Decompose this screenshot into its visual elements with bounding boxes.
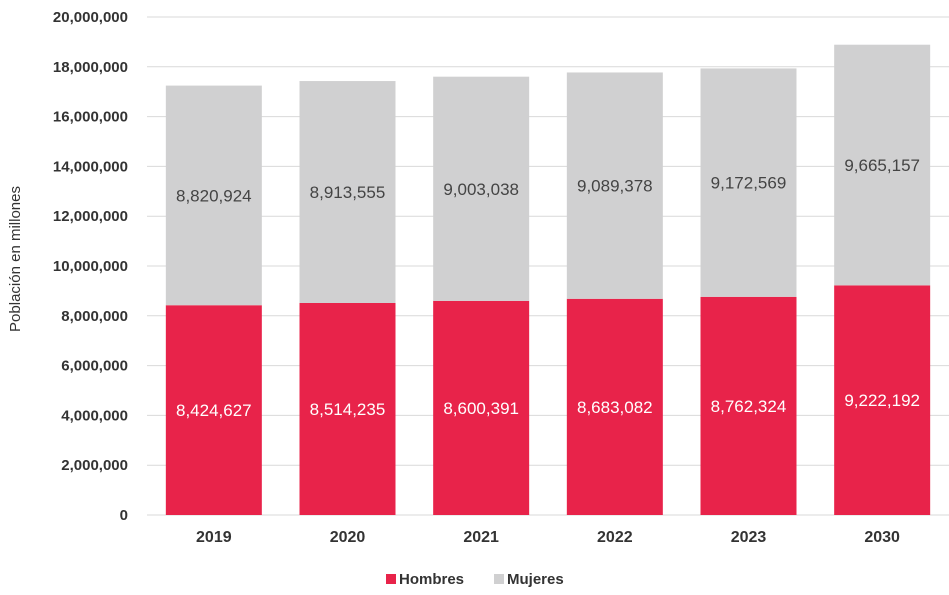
data-label-mujeres-2023: 9,172,569: [711, 174, 787, 193]
x-tick-label: 2023: [731, 529, 767, 546]
y-axis-title: Población en millones: [7, 186, 24, 332]
y-tick-label: 8,000,000: [61, 308, 128, 325]
y-axis-ticks: 0 2,000,000 4,000,000 6,000,000 8,000,000 10,…: [53, 9, 128, 524]
data-label-hombres-2022: 8,683,082: [577, 398, 653, 417]
x-axis-ticks: 2019 2020 2021 2022 2023 2030: [196, 529, 900, 546]
y-tick-label: 14,000,000: [53, 158, 128, 175]
data-label-hombres-2020: 8,514,235: [310, 400, 386, 419]
legend-swatch-hombres: [386, 574, 396, 584]
data-label-hombres-2023: 8,762,324: [711, 397, 787, 416]
y-tick-label: 12,000,000: [53, 208, 128, 225]
bar-mujeres-2022: [566, 72, 663, 299]
data-label-hombres-2019: 8,424,627: [176, 401, 252, 420]
bar-mujeres-2021: [433, 76, 530, 301]
bar-mujeres-2023: [700, 68, 797, 297]
y-tick-label: 4,000,000: [61, 407, 128, 424]
y-tick-label: 16,000,000: [53, 109, 128, 126]
y-tick-label: 6,000,000: [61, 358, 128, 375]
y-tick-label: 2,000,000: [61, 457, 128, 474]
bar-hombres-2019: [165, 305, 262, 515]
bar-hombres-2030: [834, 285, 931, 515]
data-label-mujeres-2030: 9,665,157: [844, 156, 920, 175]
gridlines: [147, 16, 949, 516]
y-tick-label: 20,000,000: [53, 9, 128, 26]
bars: [165, 44, 931, 515]
bar-hombres-2023: [700, 296, 797, 515]
y-tick-label: 18,000,000: [53, 59, 128, 76]
bar-hombres-2021: [433, 300, 530, 515]
bar-mujeres-2030: [834, 44, 931, 286]
data-labels: 8,424,627 8,820,924 8,514,235 8,913,555 8,60…: [176, 156, 920, 420]
bar-hombres-2022: [566, 298, 663, 515]
legend: Hombres Mujeres: [386, 571, 564, 588]
x-tick-label: 2022: [597, 529, 633, 546]
x-tick-label: 2020: [330, 529, 366, 546]
data-label-hombres-2021: 8,600,391: [443, 399, 519, 418]
x-tick-label: 2030: [864, 529, 900, 546]
bar-mujeres-2020: [299, 81, 396, 303]
data-label-mujeres-2021: 9,003,038: [443, 180, 519, 199]
data-label-mujeres-2022: 9,089,378: [577, 177, 653, 196]
data-label-hombres-2030: 9,222,192: [844, 391, 920, 410]
y-tick-label: 0: [120, 507, 128, 524]
x-tick-label: 2019: [196, 529, 232, 546]
bar-hombres-2020: [299, 302, 396, 515]
legend-label-mujeres: Mujeres: [507, 571, 564, 588]
legend-swatch-mujeres: [494, 574, 504, 584]
data-label-mujeres-2019: 8,820,924: [176, 186, 252, 205]
bar-mujeres-2019: [165, 85, 262, 306]
data-label-mujeres-2020: 8,913,555: [310, 183, 386, 202]
y-tick-label: 10,000,000: [53, 258, 128, 275]
x-tick-label: 2021: [463, 529, 499, 546]
legend-label-hombres: Hombres: [399, 571, 464, 588]
